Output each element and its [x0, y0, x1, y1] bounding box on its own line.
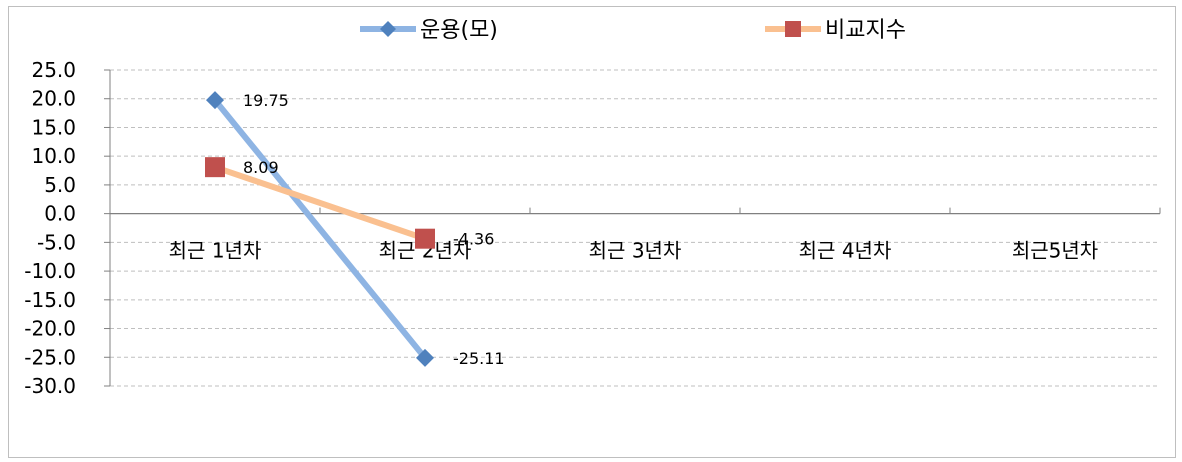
chart-frame [8, 6, 1176, 458]
series-line-1 [212, 164, 428, 242]
y-tick-label: -10.0 [24, 259, 76, 283]
y-tick-label: -25.0 [24, 345, 76, 369]
y-tick-label: 20.0 [31, 87, 76, 111]
y-tick-label: 25.0 [31, 58, 76, 82]
category-label: 최근 4년차 [799, 239, 892, 263]
series-lines [212, 97, 428, 361]
legend: 운용(모) 비교지수 [360, 18, 906, 43]
category-label: 최근5년차 [1012, 239, 1098, 263]
data-label: 8.09 [243, 158, 279, 177]
data-label: 19.75 [243, 91, 289, 110]
series-markers [205, 91, 435, 367]
series-line-0 [212, 97, 428, 361]
y-tick-label: 0.0 [44, 202, 76, 226]
data-point-marker [206, 91, 224, 110]
y-tick-labels: 25.0 20.0 15.0 10.0 5.0 0.0 -5.0 -10.0 -15.0 -20.… [24, 58, 76, 398]
legend-label: 비교지수 [825, 18, 906, 43]
data-point-marker [205, 157, 225, 178]
category-label: 최근 1년차 [169, 239, 262, 263]
y-tick-label: -15.0 [24, 288, 76, 312]
gridlines [110, 69, 1160, 387]
data-point-marker [416, 348, 434, 367]
y-tick-label: 15.0 [31, 115, 76, 139]
y-tick-label: 5.0 [44, 173, 76, 197]
y-tick-label: -20.0 [24, 317, 76, 341]
y-tick-label: -30.0 [24, 374, 76, 398]
data-point-marker [415, 228, 435, 249]
category-label: 최근 3년차 [589, 239, 682, 263]
category-labels: 최근 1년차 최근 2년차 최근 3년차 최근 4년차 최근5년차 [169, 239, 1099, 263]
legend-marker [785, 21, 801, 37]
y-tick-label: -5.0 [37, 230, 76, 254]
axes [104, 69, 1161, 387]
data-label: -25.11 [453, 349, 505, 368]
legend-marker [380, 21, 396, 37]
data-labels: 19.75 -25.11 8.09 -4.36 [243, 91, 505, 368]
data-label: -4.36 [453, 230, 494, 249]
legend-label: 운용(모) [420, 18, 498, 43]
y-tick-label: 10.0 [31, 144, 76, 168]
